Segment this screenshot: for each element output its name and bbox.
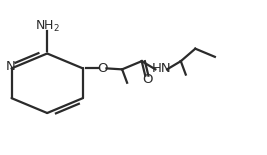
Text: NH$_2$: NH$_2$ [35,19,60,34]
Text: O: O [142,73,153,86]
Text: HN: HN [151,62,171,75]
Text: O: O [97,62,108,75]
Text: N: N [5,60,15,73]
